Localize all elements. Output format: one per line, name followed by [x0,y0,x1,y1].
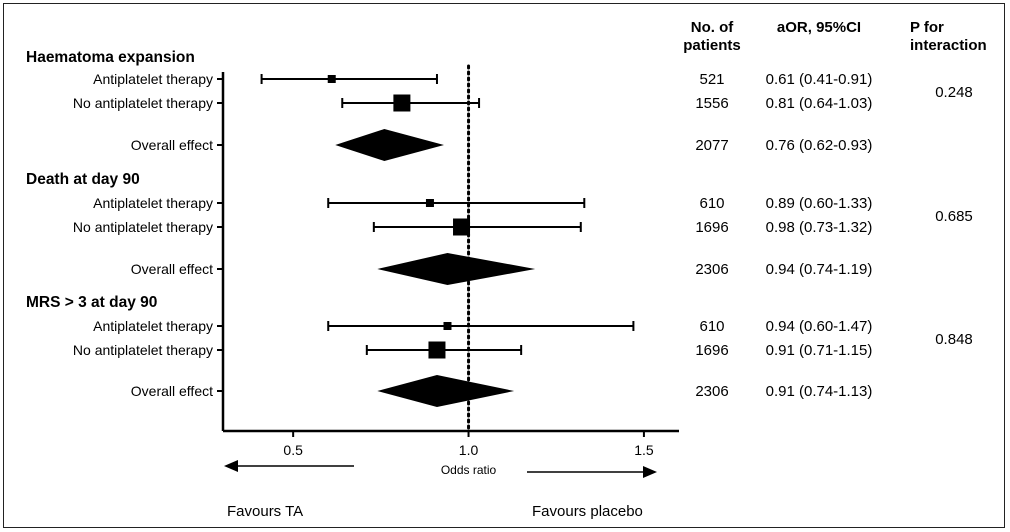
x-axis: 0.5 1.0 1.5 Odds ratio [221,64,679,477]
row-label: Antiplatelet therapy [93,195,213,211]
group-title: Death at day 90 [26,171,140,188]
header-p-line: P for [910,19,944,36]
n-patients-value: 1696 [695,342,728,359]
row-label: Overall effect [131,261,213,277]
x-tick-label: 1.0 [459,442,479,458]
header-n-line: patients [683,37,741,54]
favours-left-arrowhead [224,460,238,472]
n-patients-value: 610 [699,318,724,335]
aor-value: 0.94 (0.74-1.19) [766,261,873,278]
p-interaction-value: 0.248 [935,84,973,101]
forest-plot: No. of patients aOR, 95%CI P for interaction… [26,19,987,520]
x-tick-label: 1.5 [634,442,654,458]
p-interaction-value: 0.848 [935,331,973,348]
forest-rows: Haematoma expansion Antiplatelet therapy 5… [26,49,973,407]
row-label: No antiplatelet therapy [73,219,213,235]
point-estimate [428,341,446,359]
row-label: No antiplatelet therapy [73,95,213,111]
favours-annotations: Favours TA Favours placebo [224,460,657,520]
row-label: No antiplatelet therapy [73,342,213,358]
n-patients-value: 610 [699,195,724,212]
aor-value: 0.94 (0.60-1.47) [766,318,873,335]
header-n-line: No. of [691,19,734,36]
overall-diamond [335,129,444,161]
p-interaction-value: 0.685 [935,208,973,225]
group-title: MRS > 3 at day 90 [26,294,157,311]
n-patients-value: 1556 [695,95,728,112]
aor-value: 0.76 (0.62-0.93) [766,137,873,154]
n-patients-value: 521 [699,71,724,88]
x-tick-label: 0.5 [283,442,303,458]
overall-diamond [377,375,515,407]
header-p-interaction: P for interaction [910,19,987,54]
n-patients-value: 2306 [695,383,728,400]
overall-diamond [377,253,536,285]
point-estimate [453,218,471,236]
point-estimate [327,75,336,83]
point-estimate [443,322,452,330]
aor-value: 0.98 (0.73-1.32) [766,219,873,236]
group-title: Haematoma expansion [26,49,195,66]
row-label: Antiplatelet therapy [93,71,213,87]
favours-right-label: Favours placebo [532,503,643,520]
header-p-line: interaction [910,37,987,54]
favours-right-arrowhead [643,466,657,478]
header-aor: aOR, 95%CI [777,19,861,36]
aor-value: 0.91 (0.71-1.15) [766,342,873,359]
n-patients-value: 1696 [695,219,728,236]
aor-value: 0.61 (0.41-0.91) [766,71,873,88]
favours-left-label: Favours TA [227,503,303,520]
aor-value: 0.91 (0.74-1.13) [766,383,873,400]
column-headers: No. of patients aOR, 95%CI P for interaction [683,19,986,54]
row-label: Overall effect [131,383,213,399]
row-label: Antiplatelet therapy [93,318,213,334]
aor-value: 0.89 (0.60-1.33) [766,195,873,212]
aor-value: 0.81 (0.64-1.03) [766,95,873,112]
header-n-patients: No. of patients [683,19,741,54]
forest-plot-frame: No. of patients aOR, 95%CI P for interaction… [3,3,1005,528]
point-estimate [393,94,411,112]
x-axis-label: Odds ratio [441,463,497,477]
n-patients-value: 2077 [695,137,728,154]
row-label: Overall effect [131,137,213,153]
point-estimate [425,199,434,207]
n-patients-value: 2306 [695,261,728,278]
